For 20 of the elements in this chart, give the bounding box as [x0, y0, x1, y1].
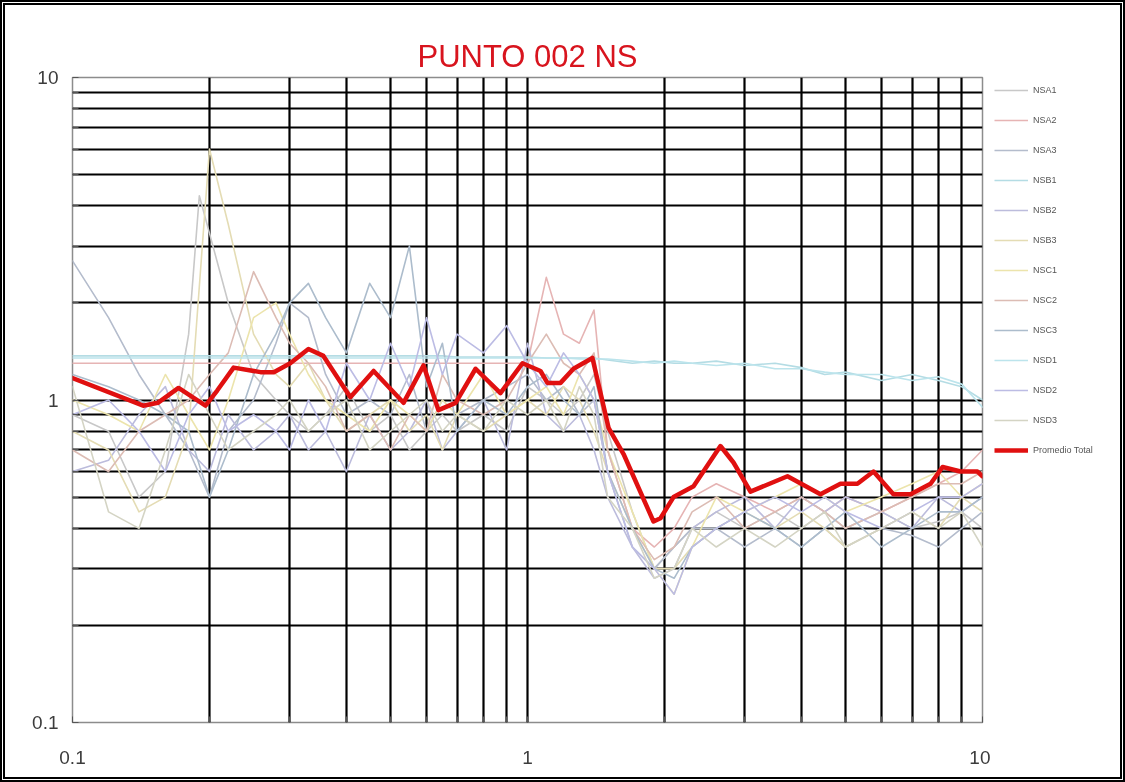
legend-label: NSD2: [1033, 385, 1058, 395]
legend-label: NSC2: [1033, 295, 1058, 305]
legend-label: NSB1: [1033, 175, 1057, 185]
legend-label: NSD3: [1033, 415, 1058, 425]
y-tick-label: 1: [47, 389, 59, 411]
legend-label: NSC3: [1033, 325, 1058, 335]
y-tick-label: 10: [37, 67, 59, 88]
x-tick-label: 10: [969, 746, 991, 768]
x-tick-label: 1: [522, 746, 533, 768]
legend-label: NSA3: [1033, 145, 1057, 155]
y-tick-label: 0.1: [32, 712, 59, 733]
x-tick-label: 0.1: [59, 746, 86, 768]
legend-label: NSA2: [1033, 115, 1057, 125]
legend-label: Promedio Total: [1033, 445, 1093, 455]
chart-title: PUNTO 002 NS: [417, 38, 638, 74]
legend-label: NSC1: [1033, 265, 1058, 275]
legend-label: NSB2: [1033, 205, 1057, 215]
legend-label: NSB3: [1033, 235, 1057, 245]
legend-label: NSA1: [1033, 85, 1057, 95]
legend-label: NSD1: [1033, 355, 1058, 365]
